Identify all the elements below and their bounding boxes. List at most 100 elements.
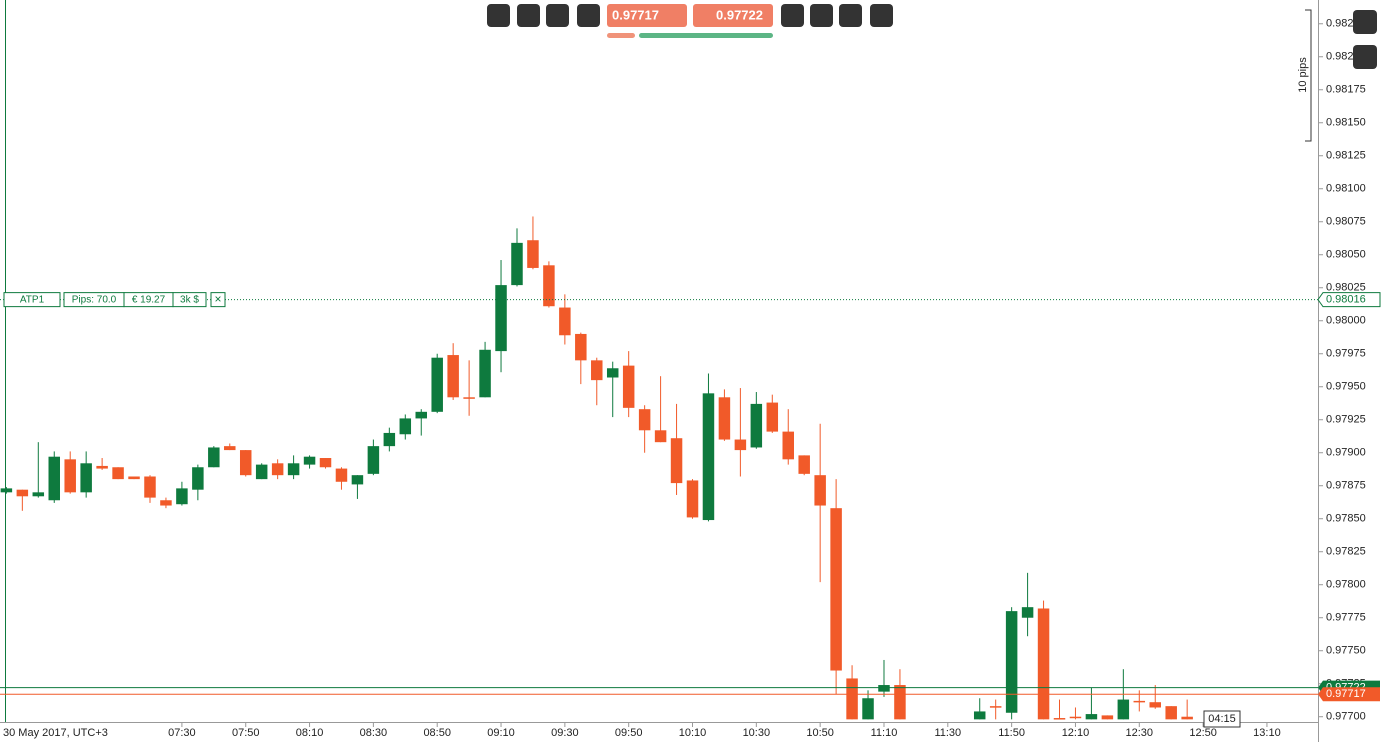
candle-body: [1069, 716, 1082, 719]
buy-button[interactable]: [693, 4, 773, 27]
candle-body: [1021, 607, 1034, 618]
y-tick-label: 0.98075: [1326, 216, 1366, 228]
candle-body: [399, 418, 412, 435]
x-tick-label: 11:30: [934, 727, 961, 739]
candle-body: [16, 489, 29, 497]
candle-body: [591, 360, 603, 381]
candle-body: [160, 500, 172, 506]
candle-body: [335, 468, 348, 482]
x-tick-label: 13:10: [1253, 727, 1281, 739]
ask-price: 0.97722: [716, 7, 763, 22]
x-tick-label: 08:30: [360, 727, 388, 739]
candle-body: [575, 333, 587, 361]
spread-bar-buy: [639, 33, 773, 38]
y-tick-label: 0.97875: [1326, 480, 1366, 492]
candle-body: [1181, 716, 1193, 720]
trade-price-label: 0.98016: [1326, 294, 1366, 306]
y-tick-label: 0.97800: [1326, 579, 1366, 591]
candle-body: [415, 411, 427, 419]
candle-body: [351, 475, 364, 485]
trade-tag-name: ATP1: [20, 294, 45, 305]
timeframe-button[interactable]: [577, 4, 600, 27]
candle-body: [1117, 699, 1130, 720]
candle-body: [814, 475, 826, 506]
candle-body: [383, 432, 396, 447]
screenshot-button[interactable]: [1353, 45, 1377, 69]
trade-tag-cell: [3, 292, 61, 308]
x-tick-label: 08:50: [423, 727, 451, 739]
candle-body: [271, 463, 284, 476]
price-label: 0.97717: [1326, 688, 1366, 700]
trade-tag-amount: € 19.27: [132, 294, 166, 305]
x-tick-label: 07:50: [232, 727, 260, 739]
candle-body: [511, 242, 523, 286]
tool-button[interactable]: [810, 4, 833, 27]
candle-body: [367, 446, 380, 474]
x-tick-label: 09:30: [551, 727, 579, 739]
y-tick-label: 0.98025: [1326, 282, 1366, 294]
candle-body: [1053, 718, 1066, 720]
candle-body: [495, 285, 507, 352]
sell-button[interactable]: [607, 4, 687, 27]
tool-button[interactable]: [870, 4, 893, 27]
candle-body: [989, 706, 1002, 708]
candle-body: [32, 492, 45, 497]
indicators-button[interactable]: [781, 4, 804, 27]
candle-body: [973, 711, 986, 720]
y-tick-label: 0.97950: [1326, 381, 1366, 393]
x-tick-label: 08:10: [296, 727, 324, 739]
candle-body: [718, 397, 731, 440]
x-tick-label: 10:30: [743, 727, 771, 739]
x-tick-label: 10:50: [806, 727, 834, 739]
candle-body: [447, 355, 459, 398]
candle-body: [766, 402, 779, 432]
zoom-button[interactable]: [487, 4, 510, 27]
candle-body: [638, 409, 651, 431]
candle-body: [1085, 714, 1098, 720]
candle-body: [192, 467, 204, 490]
toolbar: 0.97717 0.97722: [487, 4, 1377, 69]
tool-button[interactable]: [839, 4, 862, 27]
candle-body: [543, 265, 555, 307]
candle-body: [798, 455, 810, 474]
candle-body: [1101, 715, 1114, 720]
candle-body: [319, 458, 332, 468]
chart-settings-button[interactable]: [517, 4, 540, 27]
candle-body: [894, 685, 906, 720]
candle-body: [654, 430, 667, 443]
y-tick-label: 0.97900: [1326, 447, 1366, 459]
bid-price: 0.97717: [612, 7, 659, 22]
y-tick-label: 0.98000: [1326, 315, 1366, 327]
candle-body: [80, 463, 92, 493]
candle-body: [224, 446, 236, 451]
candle-body: [431, 357, 443, 412]
y-tick-label: 0.98150: [1326, 117, 1366, 129]
candle-body: [702, 393, 715, 521]
candle-body: [128, 476, 140, 480]
countdown: 04:15: [1208, 713, 1236, 725]
trade-close-button[interactable]: [210, 292, 226, 308]
y-tick-label: 0.98175: [1326, 84, 1366, 96]
candle-body: [782, 431, 794, 460]
x-tick-label: 09:10: [487, 727, 515, 739]
candle-body: [686, 480, 699, 518]
chart-type-button[interactable]: [546, 4, 569, 27]
candle-body: [750, 403, 763, 448]
candle-body: [527, 240, 539, 268]
candle-body: [208, 447, 220, 468]
candle-body: [96, 465, 108, 469]
candle-body: [64, 459, 76, 493]
popout-button[interactable]: [1353, 10, 1377, 34]
x-tick-label: 12:50: [1189, 727, 1217, 739]
candle-body: [670, 438, 683, 484]
date-label: 30 May 2017, UTC+3: [3, 727, 108, 739]
candle-body: [734, 439, 747, 451]
candle-body: [878, 685, 890, 692]
candle-body: [255, 464, 268, 480]
ruler-label: 10 pips: [1297, 57, 1309, 93]
price-box: [1318, 687, 1380, 702]
